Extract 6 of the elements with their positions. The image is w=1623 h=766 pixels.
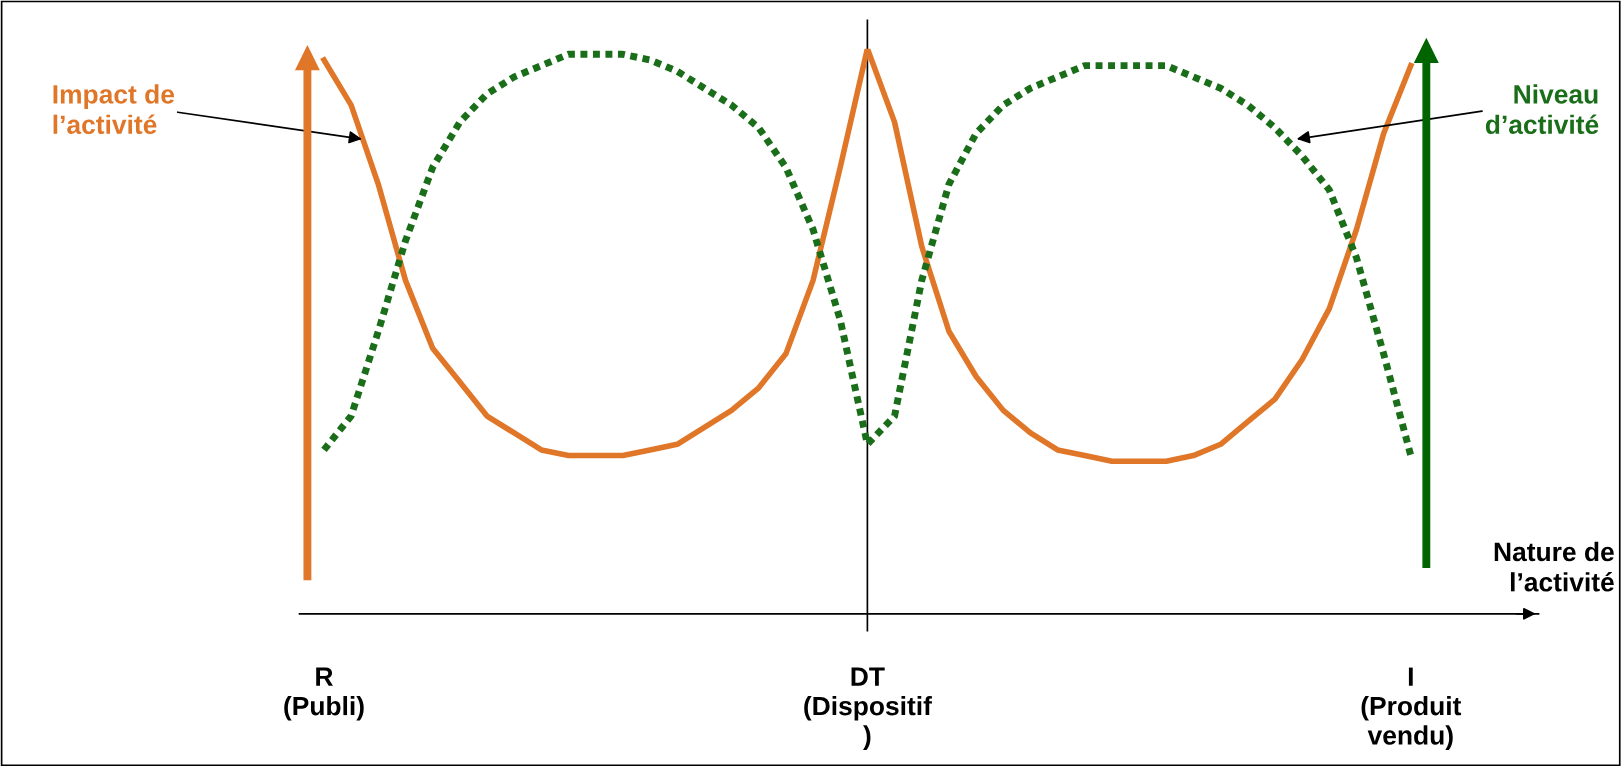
x-tick-label: R (Publi) xyxy=(284,667,364,721)
text: Impact de l’activité xyxy=(53,84,175,135)
x-tick-label: DT (Dispositif ) xyxy=(804,667,932,750)
x-tick-label: I (Produit vendu) xyxy=(1361,667,1462,750)
x-axis-title: Nature de l’activité xyxy=(1494,541,1614,592)
text: Niveau d’activité xyxy=(1485,84,1599,135)
